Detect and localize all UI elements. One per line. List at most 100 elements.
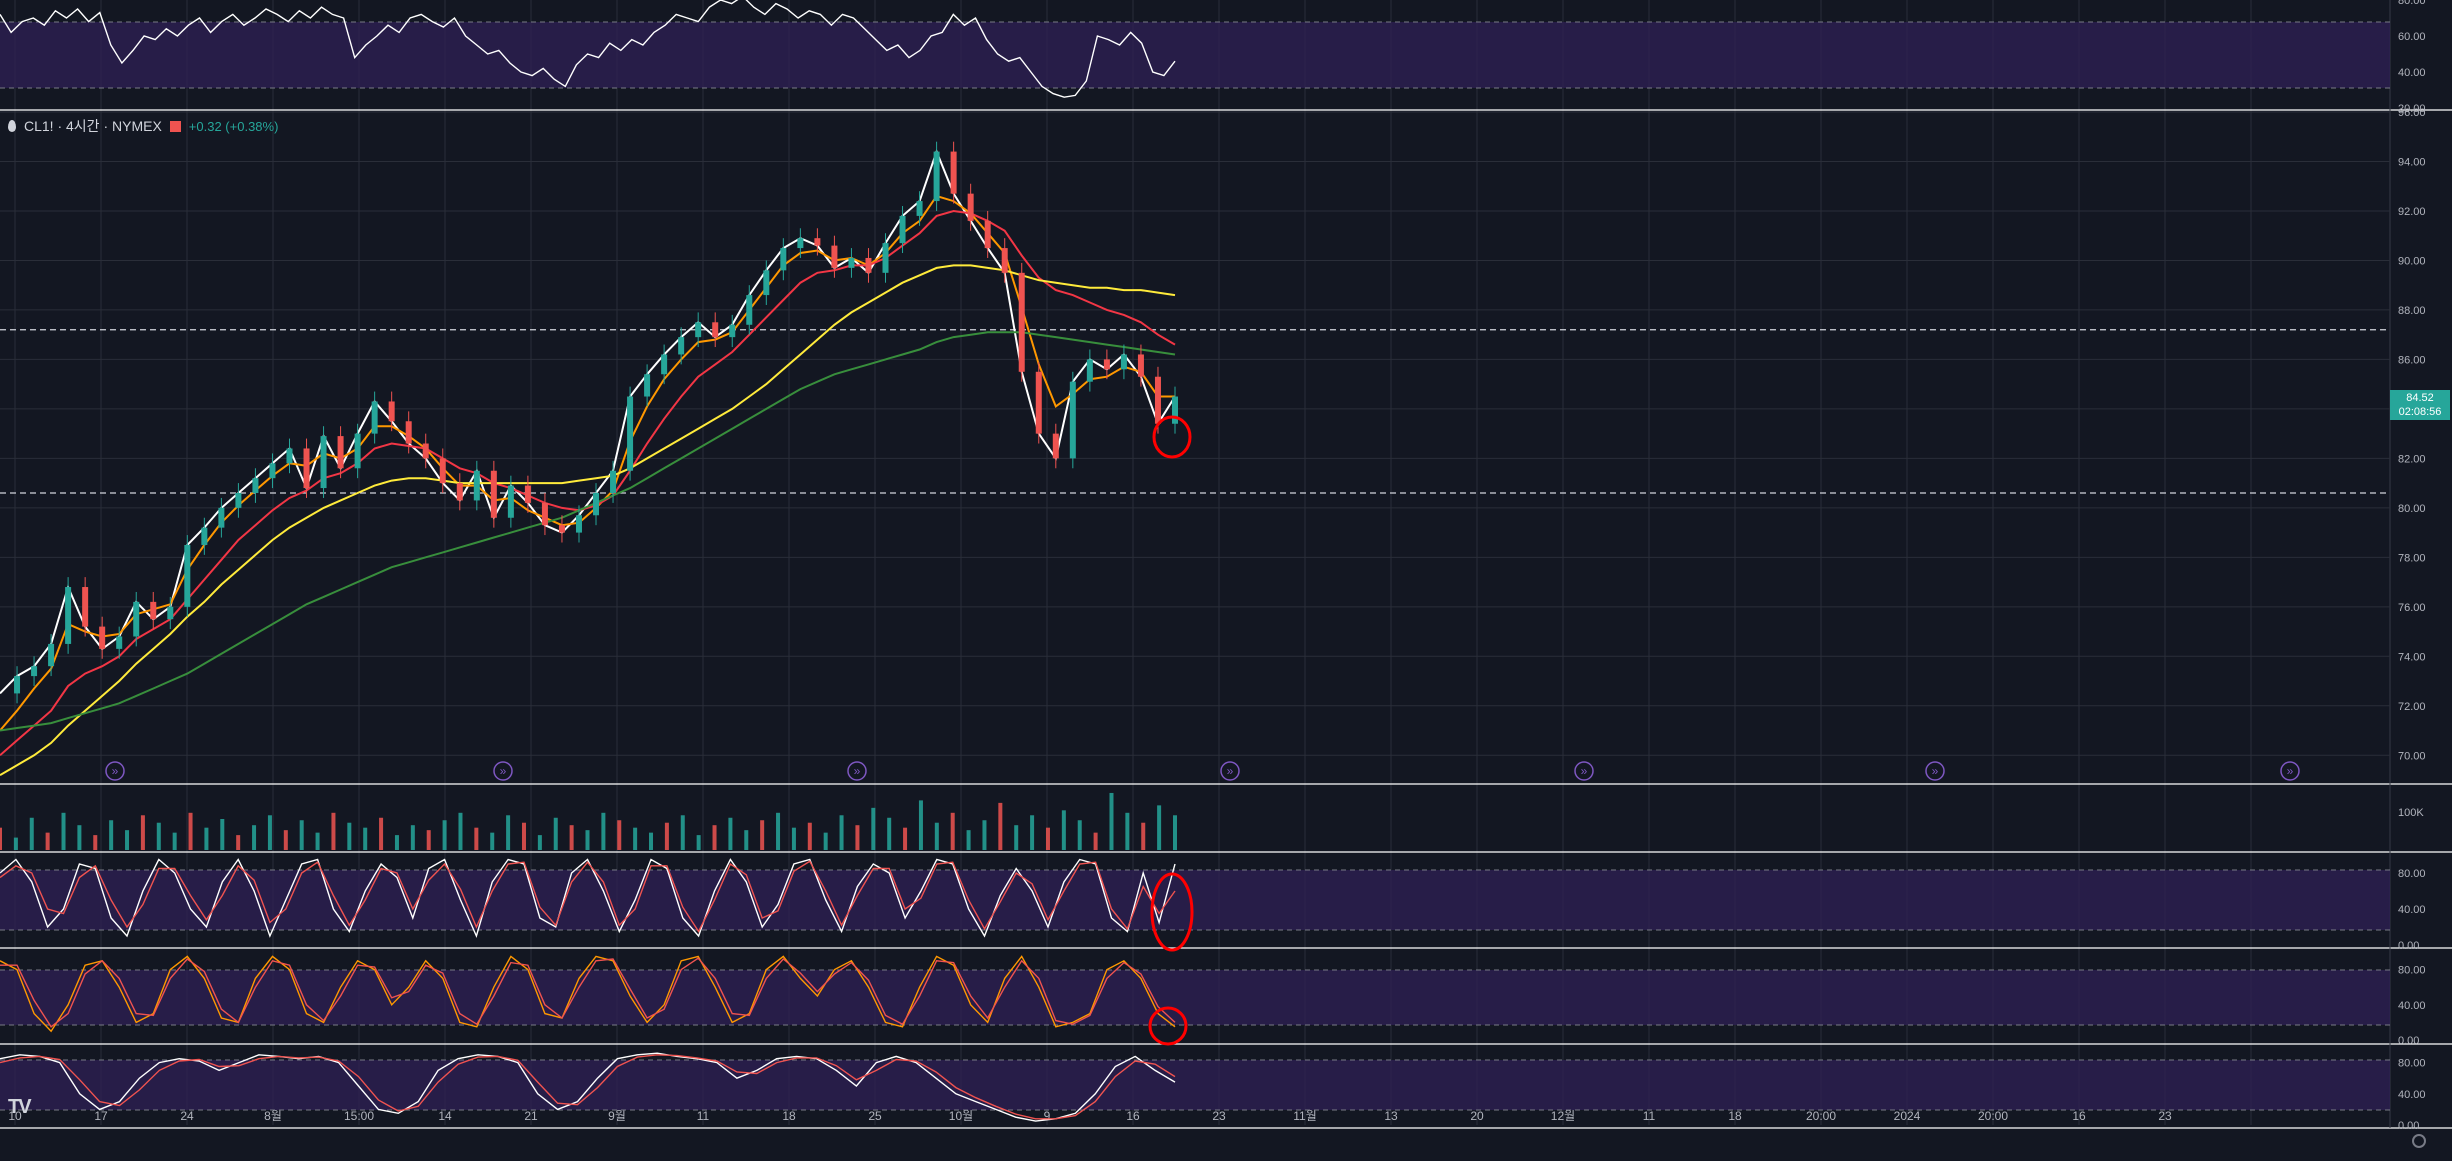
candle-body bbox=[99, 626, 106, 649]
time-axis-tick-label: 21 bbox=[524, 1109, 538, 1123]
candle-body bbox=[967, 193, 974, 221]
volume-bar bbox=[791, 827, 796, 850]
volume-bar bbox=[220, 819, 225, 850]
series-line bbox=[0, 331, 1176, 732]
price-axis-tick-label: 78.00 bbox=[2398, 552, 2426, 564]
price-axis-tick-label: 80.00 bbox=[2398, 868, 2426, 880]
candle-body bbox=[252, 478, 259, 494]
candle-body bbox=[575, 515, 582, 533]
bar-countdown: 02:08:56 bbox=[2398, 406, 2442, 418]
time-axis-tick-label: 2024 bbox=[1894, 1109, 1921, 1123]
candle-body bbox=[814, 238, 821, 246]
volume-bar bbox=[347, 822, 352, 850]
volume-bar bbox=[442, 820, 447, 850]
candle-body bbox=[167, 606, 174, 620]
volume-bar bbox=[140, 815, 145, 850]
candle-body bbox=[831, 245, 838, 268]
series-line bbox=[0, 955, 1176, 1033]
candle-body bbox=[1137, 354, 1144, 377]
price-axis-tick-label: 0.00 bbox=[2398, 1120, 2419, 1132]
volume-bar bbox=[601, 812, 606, 850]
time-axis-tick-label: 10월 bbox=[949, 1109, 973, 1123]
time-axis-tick-label: 9월 bbox=[608, 1109, 626, 1123]
series-line bbox=[0, 194, 1175, 732]
overbought-oversold-band bbox=[0, 870, 2390, 930]
fast-forward-event-icon bbox=[493, 761, 513, 781]
news-flag-icon[interactable] bbox=[169, 120, 181, 132]
fast-forward-event-icon bbox=[2280, 761, 2300, 781]
price-axis-tick-label: 80.00 bbox=[2398, 1058, 2426, 1070]
time-axis-tick-label: 24 bbox=[180, 1109, 194, 1123]
time-axis-tick-label: 16 bbox=[1126, 1109, 1140, 1123]
annotation-circle bbox=[1152, 415, 1192, 459]
volume-bar bbox=[617, 820, 622, 850]
candle-body bbox=[712, 322, 719, 338]
volume-bar bbox=[744, 830, 749, 850]
time-axis-tick-label: 20 bbox=[1470, 1109, 1484, 1123]
fast-forward-event-glyph: » bbox=[2287, 764, 2294, 778]
volume-bar bbox=[521, 822, 526, 850]
candle-body bbox=[780, 248, 787, 271]
candle-body bbox=[746, 295, 753, 325]
volume-bar bbox=[1014, 825, 1019, 850]
volume-bar bbox=[966, 830, 971, 850]
candle-body bbox=[133, 601, 140, 637]
volume-bar bbox=[458, 812, 463, 850]
candle-body bbox=[1103, 359, 1110, 370]
candle-body bbox=[899, 215, 906, 244]
volume-bar bbox=[1157, 805, 1162, 850]
volume-bar bbox=[61, 812, 66, 850]
volume-bar bbox=[839, 815, 844, 850]
series-line bbox=[0, 957, 1176, 1028]
time-axis-tick-label: 23 bbox=[1212, 1109, 1226, 1123]
fast-forward-event-glyph: » bbox=[854, 764, 861, 778]
candle-body bbox=[337, 436, 344, 469]
candle-body bbox=[473, 470, 480, 501]
series-line bbox=[0, 1054, 1176, 1120]
volume-bar bbox=[1141, 822, 1146, 850]
candle-body bbox=[661, 354, 668, 375]
candle-body bbox=[610, 470, 617, 494]
fast-forward-event-glyph: » bbox=[1581, 764, 1588, 778]
candle-body bbox=[388, 401, 395, 422]
settings-icon[interactable] bbox=[2412, 1134, 2426, 1148]
volume-bar bbox=[823, 832, 828, 850]
candle-body bbox=[1052, 433, 1059, 459]
time-axis-tick-label: 11 bbox=[1643, 1109, 1656, 1123]
price-change: +0.32 (+0.38%) bbox=[188, 118, 279, 134]
price-axis-tick-label: 88.00 bbox=[2398, 305, 2426, 317]
volume-bar bbox=[1077, 820, 1082, 850]
time-axis-tick-label: 8월 bbox=[264, 1109, 282, 1123]
volume-bar bbox=[93, 835, 98, 850]
fast-forward-event-icon bbox=[847, 761, 867, 781]
price-axis-tick-label: 72.00 bbox=[2398, 701, 2426, 713]
volume-bar bbox=[585, 830, 590, 850]
volume-bar bbox=[379, 817, 384, 850]
volume-bar bbox=[29, 817, 34, 850]
candle-body bbox=[184, 544, 191, 607]
candle-body bbox=[303, 448, 310, 489]
series-line bbox=[0, 209, 1176, 757]
candle-body bbox=[405, 421, 412, 444]
price-axis-tick-label: 40.00 bbox=[2398, 1000, 2426, 1012]
time-axis-tick-label: 17 bbox=[94, 1109, 108, 1123]
candle-body bbox=[201, 527, 208, 545]
fast-forward-event-icon bbox=[1574, 761, 1594, 781]
volume-bar bbox=[426, 830, 431, 850]
volume-bar bbox=[918, 800, 923, 850]
candle-body bbox=[644, 374, 651, 397]
candle-body bbox=[150, 601, 157, 620]
price-axis-tick-label: 0.00 bbox=[2398, 1035, 2419, 1047]
price-axis-tick-label: 20.00 bbox=[2398, 103, 2426, 115]
volume-bar bbox=[553, 817, 558, 850]
candle-body bbox=[1069, 381, 1076, 459]
candle-body bbox=[320, 436, 327, 489]
symbol-name[interactable]: CL1! · 4시간 · NYMEX bbox=[24, 118, 162, 134]
candle-body bbox=[916, 201, 923, 216]
volume-bar bbox=[537, 835, 542, 850]
time-axis-tick-label: 13 bbox=[1384, 1109, 1398, 1123]
candle-body bbox=[116, 636, 123, 649]
tradingview-logo-icon[interactable]: TV bbox=[8, 1096, 32, 1118]
